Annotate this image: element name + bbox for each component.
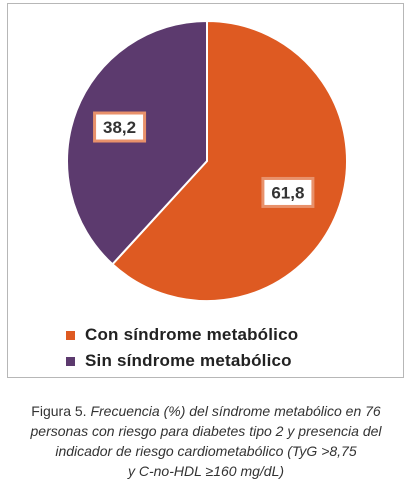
legend-label-sin: Sin síndrome metabólico — [85, 351, 292, 370]
pie-chart: 61,8 38,2 — [66, 19, 348, 302]
legend-swatch-sin — [66, 356, 75, 366]
slice-sin-sindrome — [66, 19, 208, 266]
data-label-con: 61,8 — [261, 176, 315, 208]
legend-item-sin: Sin síndrome metabólico — [66, 348, 298, 374]
caption-line-4: y C-no-HDL ≥160 mg/dL) — [127, 463, 285, 479]
figure-caption: Figura 5. Frecuencia (%) del síndrome me… — [6, 401, 406, 481]
caption-line-1: Frecuencia (%) del síndrome metabólico e… — [90, 403, 381, 419]
data-label-con-box — [261, 176, 315, 208]
data-label-sin: 38,2 — [93, 111, 147, 143]
caption-line-2: personas con riesgo para diabetes tipo 2… — [30, 423, 382, 439]
legend-item-con: Con síndrome metabólico — [66, 322, 298, 348]
slice-con-sindrome — [111, 19, 348, 302]
data-label-sin-box — [93, 111, 147, 143]
legend-swatch-con — [66, 330, 75, 340]
legend: Con síndrome metabólico Sin síndrome met… — [66, 322, 298, 374]
data-label-sin-text: 38,2 — [103, 118, 136, 137]
data-label-con-text: 61,8 — [271, 183, 304, 202]
chart-frame: 61,8 38,2 Con síndrome metabólico Sin sín… — [7, 3, 404, 378]
caption-line-3: indicador de riesgo cardiometabólico (Ty… — [55, 443, 357, 459]
caption-lead: Figura 5. — [31, 403, 91, 419]
legend-label-con: Con síndrome metabólico — [85, 325, 299, 344]
